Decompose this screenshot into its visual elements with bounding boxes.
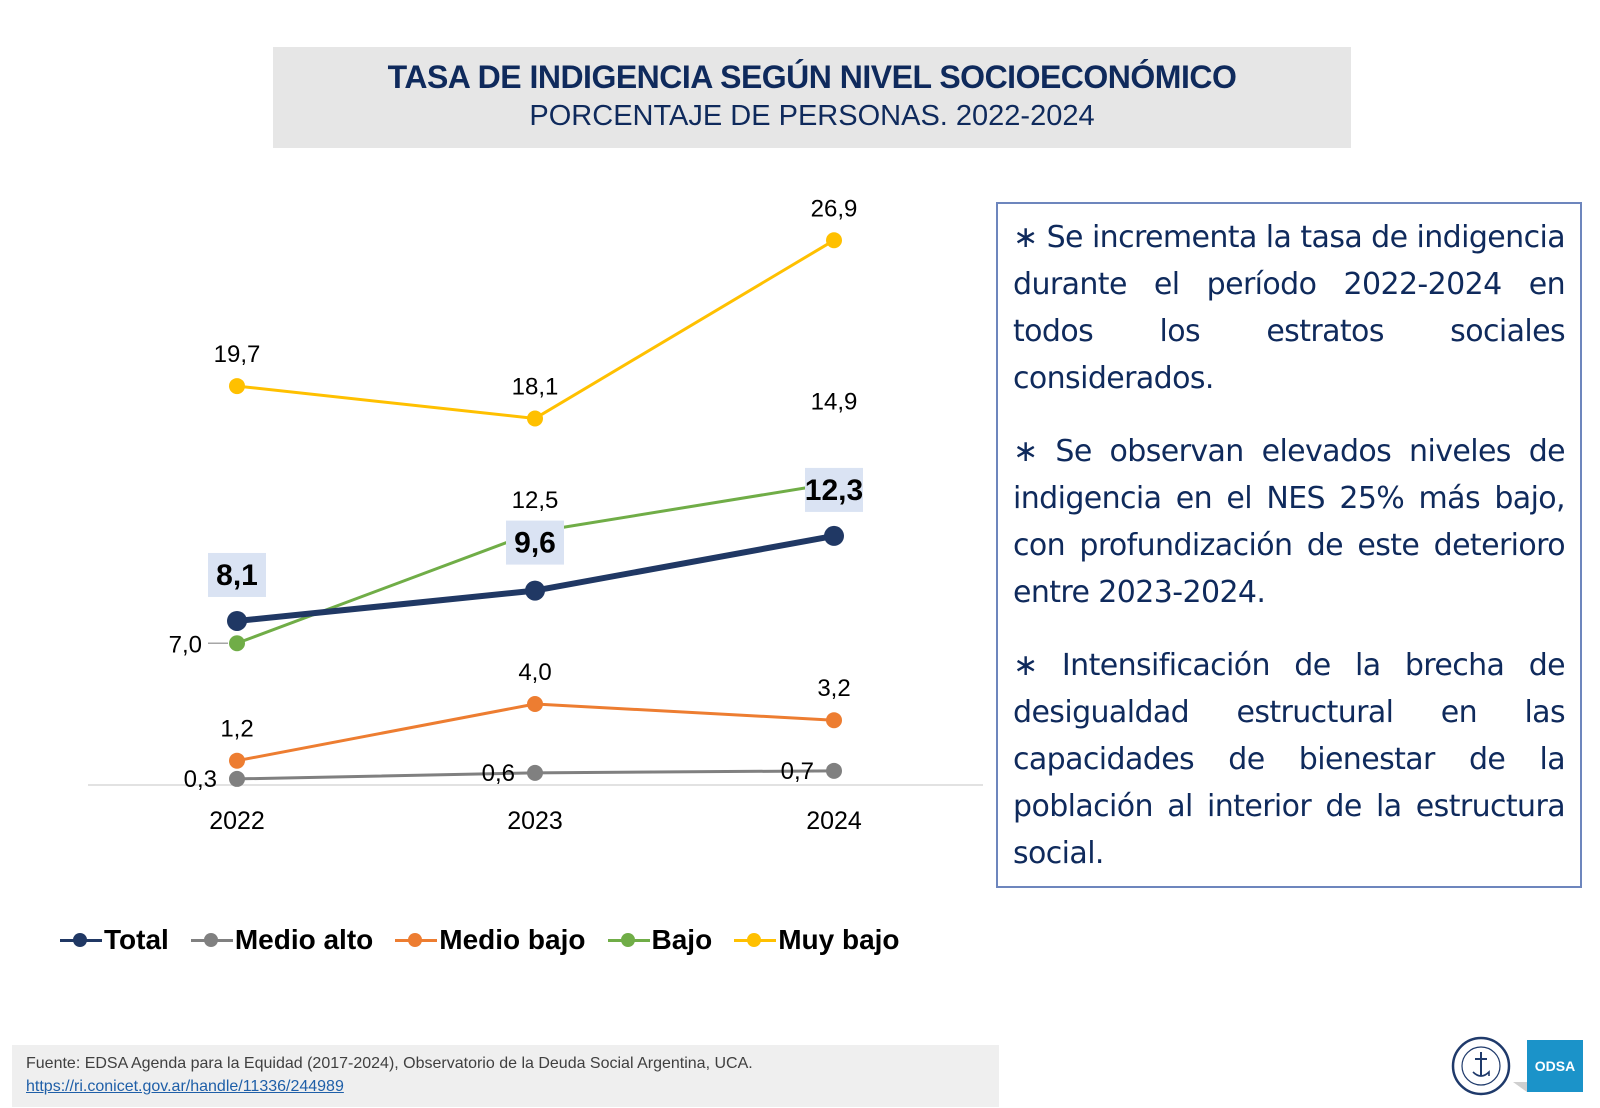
data-point-total	[525, 580, 545, 601]
data-point-medio-alto	[826, 762, 842, 779]
source-link[interactable]: https://ri.conicet.gov.ar/handle/11336/2…	[26, 1078, 344, 1095]
legend-item-muy-bajo[interactable]: Muy bajo	[732, 924, 900, 956]
data-label-medio-bajo: 4,0	[518, 659, 551, 686]
legend-label: Medio alto	[234, 924, 374, 955]
data-label-total: 8,1	[216, 559, 258, 592]
legend-item-bajo[interactable]: Bajo	[606, 924, 713, 956]
finding-note: ∗ Intensificación de la brecha de desigu…	[1013, 648, 1566, 871]
finding-note: ∗ Se observan elevados niveles de indige…	[1013, 434, 1566, 610]
data-label-muy-bajo: 26,9	[811, 195, 858, 222]
data-point-medio-alto	[527, 764, 543, 781]
data-label-muy-bajo: 18,1	[512, 373, 559, 400]
data-label-background	[208, 552, 266, 597]
legend-item-total[interactable]: Total	[58, 924, 169, 956]
legend-label: Muy bajo	[778, 924, 900, 955]
odsa-logo: ODSA	[1527, 1040, 1583, 1092]
data-point-muy-bajo	[826, 232, 842, 249]
legend-label: Bajo	[651, 924, 713, 955]
legend-item-medio-bajo[interactable]: Medio bajo	[393, 924, 586, 956]
legend-marker-icon	[732, 930, 778, 950]
data-label-medio-bajo: 3,2	[817, 675, 850, 702]
chart-subtitle: PORCENTAJE DE PERSONAS. 2022-2024	[529, 100, 1095, 132]
chart-title: TASA DE INDIGENCIA SEGÚN NIVEL SOCIOECON…	[387, 59, 1237, 95]
data-point-muy-bajo	[527, 410, 543, 427]
data-label-bajo: 14,9	[811, 388, 858, 415]
source-footer: Fuente: EDSA Agenda para la Equidad (201…	[12, 1045, 999, 1107]
legend-label: Medio bajo	[439, 924, 586, 955]
legend-item-medio-alto[interactable]: Medio alto	[189, 924, 373, 956]
chart-legend: Total Medio alto Medio bajo Bajo Muy baj…	[58, 924, 920, 956]
legend-marker-icon	[58, 930, 104, 950]
data-label-medio-alto: 0,7	[781, 758, 814, 785]
legend-marker-icon	[393, 930, 439, 950]
data-label-bajo: 7,0	[169, 631, 202, 658]
data-label-total: 12,3	[805, 474, 863, 507]
finding-note: ∗ Se incrementa la tasa de indigencia du…	[1013, 220, 1566, 396]
data-point-medio-bajo	[527, 696, 543, 712]
data-label-background	[506, 520, 564, 565]
data-point-bajo	[229, 635, 245, 652]
logo-shadow	[1513, 1082, 1527, 1092]
source-citation: Fuente: EDSA Agenda para la Equidad (201…	[26, 1055, 753, 1072]
data-point-medio-bajo	[826, 712, 842, 729]
x-tick-label: 2024	[806, 807, 862, 835]
data-label-muy-bajo: 19,7	[214, 341, 261, 368]
data-label-medio-alto: 0,6	[482, 760, 515, 787]
legend-marker-icon	[606, 930, 652, 950]
uca-seal-logo	[1451, 1036, 1511, 1096]
legend-marker-icon	[189, 930, 235, 950]
data-point-total	[824, 525, 844, 546]
data-point-medio-bajo	[229, 752, 245, 769]
data-label-total: 9,6	[514, 527, 556, 560]
data-label-bajo: 12,5	[512, 487, 559, 514]
series-line-medio-bajo	[236, 702, 835, 763]
data-label-background	[805, 467, 863, 512]
line-chart: 2022 2023 2024 19,7 18,1 26,9 7,0 12,5 14,9 1,2 4,…	[88, 195, 983, 835]
data-label-medio-bajo: 1,2	[220, 716, 253, 743]
title-band: TASA DE INDIGENCIA SEGÚN NIVEL SOCIOECON…	[273, 47, 1351, 148]
data-label-medio-alto: 0,3	[184, 766, 217, 793]
data-point-medio-alto	[229, 770, 245, 787]
x-tick-label: 2023	[507, 807, 563, 835]
findings-box: ∗ Se incrementa la tasa de indigencia du…	[996, 202, 1582, 888]
legend-label: Total	[104, 924, 169, 955]
x-tick-label: 2022	[209, 807, 265, 835]
data-point-total	[227, 610, 247, 631]
data-point-muy-bajo	[229, 378, 245, 395]
